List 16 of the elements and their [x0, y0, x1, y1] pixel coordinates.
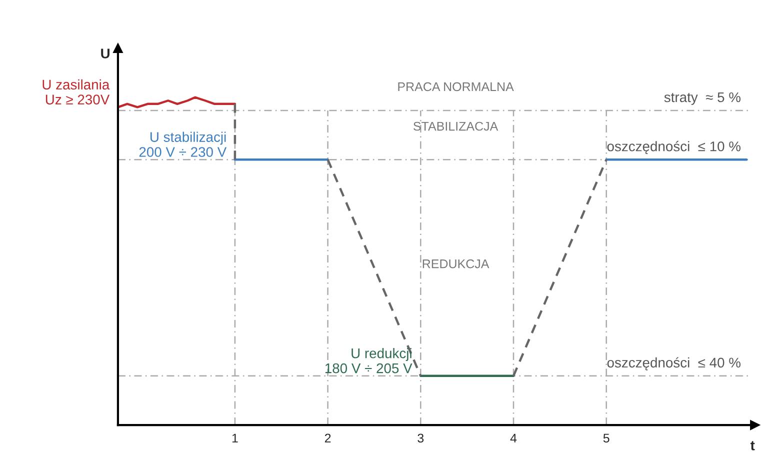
ref-line-label: straty ≈ 5 %	[664, 92, 740, 105]
y-axis-title: U	[101, 48, 110, 58]
x-axis-title: t	[750, 441, 755, 450]
text: PRACA NORMALNA	[398, 82, 514, 92]
series-label: U redukcji 180 V ÷ 205 V	[325, 348, 412, 374]
x-tick-label: 1	[232, 434, 238, 442]
annotation: REDUKCJA	[422, 259, 490, 268]
ref-line-label: oszczędności ≤ 10 %	[607, 140, 740, 154]
ref-line-label: oszczędności ≤ 40 %	[607, 357, 740, 370]
x-tick-label: 2	[324, 434, 331, 442]
series-label: U zasilania Uz ≥ 230V	[42, 79, 110, 104]
x-tick-label: 5	[603, 434, 610, 443]
x-tick-label: 4	[510, 434, 517, 442]
annotation: STABILIZACJA	[414, 122, 498, 131]
series-label: U stabilizacji 200 V ÷ 230 V	[139, 132, 227, 157]
x-tick-label: 3	[418, 434, 424, 443]
